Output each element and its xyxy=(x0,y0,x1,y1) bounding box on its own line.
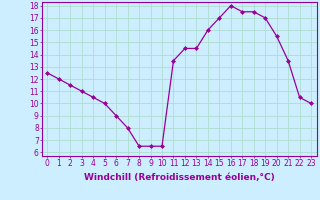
X-axis label: Windchill (Refroidissement éolien,°C): Windchill (Refroidissement éolien,°C) xyxy=(84,173,275,182)
